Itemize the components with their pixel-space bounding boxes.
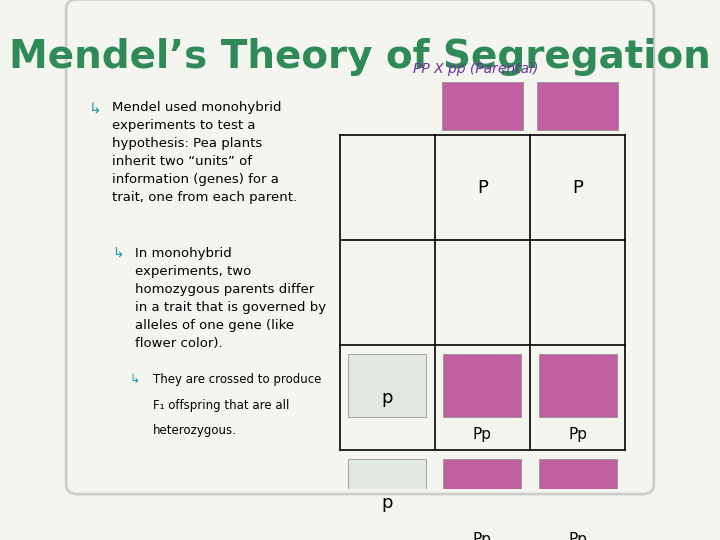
Text: Mendel used monohybrid
experiments to test a
hypothesis: Pea plants
inherit two : Mendel used monohybrid experiments to te… xyxy=(112,101,297,204)
Text: ↳: ↳ xyxy=(130,373,140,386)
FancyBboxPatch shape xyxy=(66,0,654,494)
Text: They are crossed to produce: They are crossed to produce xyxy=(153,373,321,386)
FancyBboxPatch shape xyxy=(539,459,616,522)
FancyBboxPatch shape xyxy=(444,459,521,522)
FancyBboxPatch shape xyxy=(442,82,523,130)
Text: p: p xyxy=(382,494,393,512)
Text: P: P xyxy=(477,179,488,197)
Text: Pp: Pp xyxy=(473,427,492,442)
Text: Pp: Pp xyxy=(568,532,587,540)
FancyBboxPatch shape xyxy=(537,82,618,130)
Text: In monohybrid
experiments, two
homozygous parents differ
in a trait that is gove: In monohybrid experiments, two homozygou… xyxy=(135,247,326,350)
Text: PP X pp (Parental): PP X pp (Parental) xyxy=(413,62,538,76)
FancyBboxPatch shape xyxy=(539,354,616,417)
Text: P: P xyxy=(572,179,583,197)
Text: Pp: Pp xyxy=(568,427,587,442)
Text: Mendel’s Theory of Segregation: Mendel’s Theory of Segregation xyxy=(9,38,711,76)
Text: F₁ offspring that are all: F₁ offspring that are all xyxy=(153,400,289,413)
FancyBboxPatch shape xyxy=(348,354,426,417)
Text: p: p xyxy=(382,389,393,407)
Text: Pp: Pp xyxy=(473,532,492,540)
FancyBboxPatch shape xyxy=(348,459,426,522)
FancyBboxPatch shape xyxy=(444,354,521,417)
Text: ↳: ↳ xyxy=(112,247,124,261)
Text: heterozygous.: heterozygous. xyxy=(153,424,236,437)
Text: ↳: ↳ xyxy=(89,101,102,116)
